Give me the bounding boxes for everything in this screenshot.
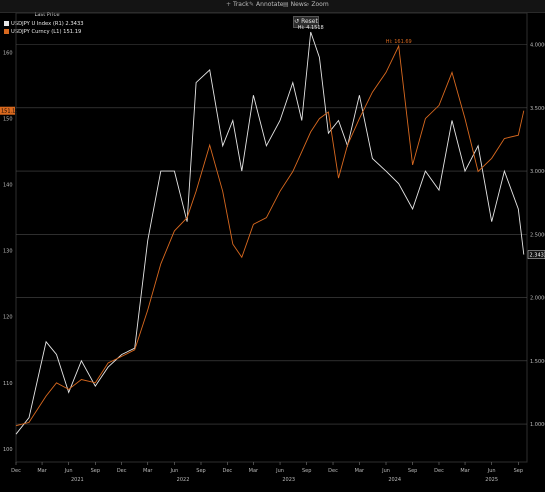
right-tick-label: 4.0000 [530,43,545,49]
x-tick-label: Mar [249,468,259,474]
right-tick-label: 2.0000 [530,296,545,302]
last-value-tag-curncy [0,106,15,115]
left-tick-label: 140 [3,183,13,189]
series-line-index [15,31,525,435]
reset-label: Reset [301,18,318,25]
x-tick-label: Sep [514,468,523,474]
left-tick-label: 160 [3,51,13,57]
track-icon: + [226,1,232,8]
news-icon: ▤ [283,1,289,8]
x-year-label: 2023 [282,477,295,483]
legend-header: Last Price [34,12,60,18]
legend-item-index[interactable]: USDJPY U Index (R1) 2.3433 [4,20,90,28]
right-tick-label: 2.5000 [530,232,545,238]
x-year-label: 2024 [388,477,401,483]
left-tick-label: 150 [3,117,13,123]
series-line-curncy [15,44,525,427]
annotate-label: Annotate [256,1,284,8]
news-button[interactable]: ▤ News [283,1,307,8]
right-tick-label: 3.5000 [530,106,545,112]
hi-label-curncy: Hi: 161.69 [386,39,412,45]
legend-swatch-index [4,21,9,26]
last-value-curncy: 151.19 [1,109,19,115]
annotate-button[interactable]: ✎ Annotate [249,1,284,8]
zoom-icon: ⌕ [306,1,310,8]
x-tick-label: Jun [64,468,73,474]
x-tick-label: Dec [117,468,127,474]
right-tick-label: 1.5000 [530,359,545,365]
x-year-label: 2025 [485,477,498,483]
last-value-index: 2.3433 [530,253,545,259]
x-tick-label: Mar [355,468,365,474]
left-tick-label: 130 [3,249,13,255]
plot-frame [15,12,528,463]
x-tick-label: Jun [487,468,496,474]
legend-label-curncy: USDJPY Curncy (L1) 151.19 [11,29,82,35]
x-tick-label: Mar [143,468,153,474]
reset-button[interactable]: ↺ Reset [293,16,319,28]
legend-item-curncy[interactable]: USDJPY Curncy (L1) 151.19 [4,28,90,36]
x-tick-label: Dec [434,468,444,474]
annotate-icon: ✎ [249,1,255,8]
x-tick-label: Jun [381,468,390,474]
x-tick-label: Jun [275,468,284,474]
x-year-label: 2022 [177,477,190,483]
x-tick-label: Jun [169,468,178,474]
right-tick-label: 3.0000 [530,169,545,175]
x-tick-label: Mar [460,468,470,474]
x-tick-label: Dec [223,468,233,474]
right-tick-label: 1.0000 [530,422,545,428]
hi-label-index: Hi: 4.1518 [298,25,324,31]
reset-icon: ↺ [294,18,300,25]
legend-label-index: USDJPY U Index (R1) 2.3433 [11,21,84,27]
x-tick-label: Sep [196,468,205,474]
x-tick-label: Dec [11,468,21,474]
track-label: Track [233,1,249,8]
legend-swatch-curncy [4,29,9,34]
x-tick-label: Sep [408,468,417,474]
x-year-label: 2021 [71,477,84,483]
zoom-button[interactable]: ⌕ Zoom [306,1,329,9]
news-label: News [290,1,307,8]
track-button[interactable]: + Track [226,1,249,8]
left-tick-label: 120 [3,315,13,321]
left-tick-label: 100 [3,447,13,453]
x-tick-label: Sep [91,468,100,474]
x-tick-label: Mar [37,468,47,474]
last-value-tag-index [527,250,545,259]
left-tick-label: 110 [3,381,13,387]
x-tick-label: Dec [328,468,338,474]
chart-legend: Last Price USDJPY U Index (R1) 2.3433 US… [4,12,90,36]
zoom-label: Zoom [311,1,329,8]
x-tick-label: Sep [302,468,311,474]
